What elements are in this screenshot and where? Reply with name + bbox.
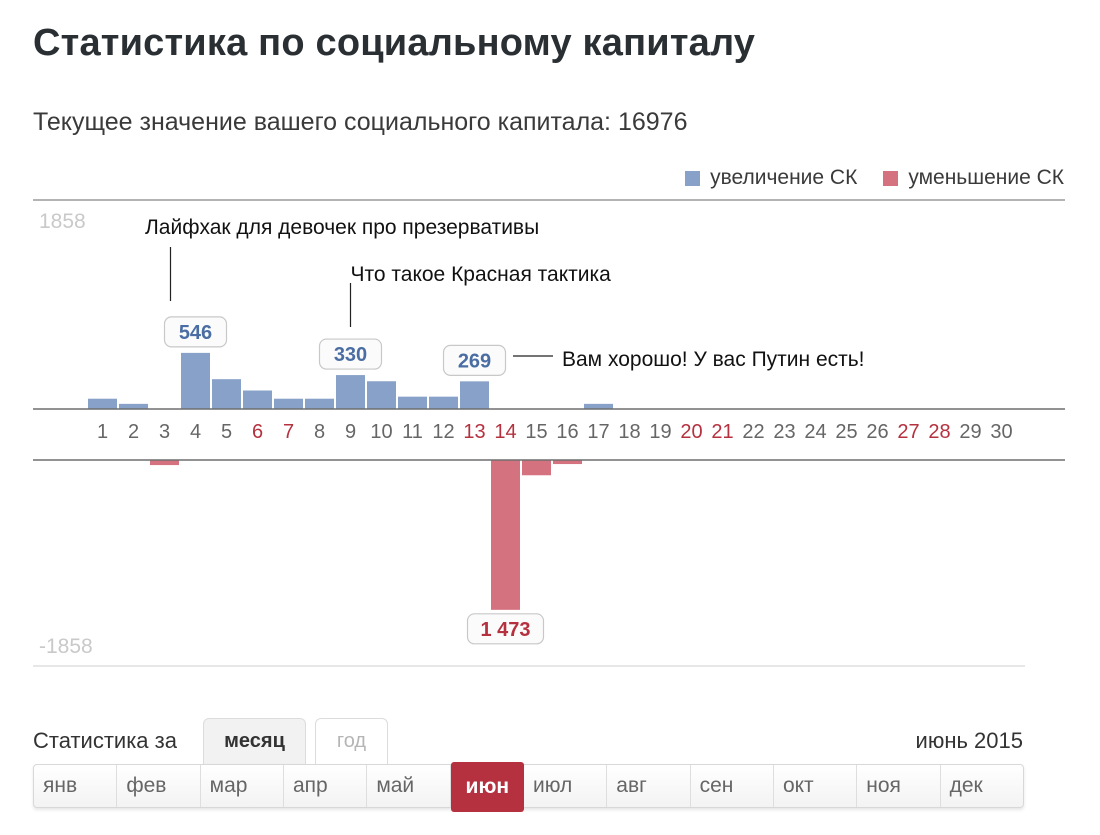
day-label-6: 6 bbox=[252, 421, 263, 443]
legend-decrease-swatch bbox=[883, 170, 899, 186]
day-label-25: 25 bbox=[835, 421, 857, 443]
day-label-23: 23 bbox=[773, 421, 795, 443]
y-max-label: 1858 bbox=[39, 210, 86, 233]
current-capital-label: Текущее значение вашего социального капи… bbox=[33, 108, 688, 136]
day-label-4: 4 bbox=[190, 421, 201, 443]
day-label-9: 9 bbox=[345, 421, 356, 443]
bar-increase-day-12 bbox=[429, 396, 458, 409]
day-label-1: 1 bbox=[97, 421, 108, 443]
bar-increase-day-2 bbox=[119, 403, 148, 409]
day-label-19: 19 bbox=[649, 421, 671, 443]
day-label-16: 16 bbox=[556, 421, 578, 443]
bar-increase-day-11 bbox=[398, 396, 427, 409]
day-label-12: 12 bbox=[432, 421, 454, 443]
bar-increase-day-4 bbox=[181, 352, 210, 409]
month-tab-1[interactable]: янв bbox=[34, 765, 118, 807]
value-bubble-day-14 bbox=[466, 613, 545, 645]
current-period: июнь 2015 bbox=[915, 728, 1023, 753]
bar-increase-day-10 bbox=[367, 381, 396, 409]
value-bubble-day-9 bbox=[318, 338, 383, 370]
value-label-day-14: 1 473 bbox=[480, 619, 530, 641]
day-label-10: 10 bbox=[370, 421, 392, 443]
value-bubble-day-4 bbox=[163, 316, 228, 348]
value-label-day-13: 269 bbox=[458, 350, 491, 372]
legend-increase: увеличение СК bbox=[685, 166, 857, 190]
annotation-day-4: Лайфхак для девочек про презервативы bbox=[145, 216, 539, 239]
day-label-2: 2 bbox=[128, 421, 139, 443]
month-tab-2[interactable]: фев bbox=[117, 765, 201, 807]
bar-increase-day-17 bbox=[584, 403, 613, 409]
month-tab-9[interactable]: сен bbox=[691, 765, 774, 807]
month-tab-5[interactable]: май bbox=[367, 765, 451, 807]
month-tab-12[interactable]: дек bbox=[949, 774, 983, 797]
annotation-day-9: Что такое Красная тактика bbox=[351, 263, 612, 286]
chart-legend: увеличение СК уменьшение СК bbox=[685, 166, 1064, 190]
bar-increase-day-7 bbox=[274, 398, 303, 409]
bar-decrease-day-16 bbox=[553, 460, 582, 465]
day-label-11: 11 bbox=[402, 421, 423, 443]
value-label-day-4: 546 bbox=[179, 322, 212, 344]
legend-decrease: уменьшение СК bbox=[883, 166, 1064, 190]
day-label-26: 26 bbox=[866, 421, 888, 443]
legend-increase-label: увеличение СК bbox=[710, 166, 858, 189]
month-tab-7[interactable]: июл bbox=[524, 765, 608, 807]
day-label-20: 20 bbox=[680, 421, 702, 443]
value-bubble-day-13 bbox=[442, 344, 507, 376]
day-label-14: 14 bbox=[494, 421, 516, 443]
day-label-22: 22 bbox=[742, 421, 764, 443]
day-label-15: 15 bbox=[525, 421, 547, 443]
day-label-18: 18 bbox=[618, 421, 640, 443]
month-tab-8[interactable]: авг bbox=[607, 765, 691, 807]
bar-decrease-day-15 bbox=[522, 460, 551, 476]
tab-month[interactable]: месяц bbox=[203, 718, 306, 764]
bar-increase-day-9 bbox=[336, 375, 365, 409]
bar-increase-day-6 bbox=[243, 390, 272, 409]
day-label-7: 7 bbox=[283, 421, 294, 443]
bar-increase-day-13 bbox=[460, 381, 489, 409]
month-selector: янв фев мар апр май июн июл авг сен окт ноя дек bbox=[33, 762, 1024, 812]
day-label-30: 30 bbox=[990, 421, 1012, 443]
day-label-17: 17 bbox=[587, 421, 609, 443]
day-label-29: 29 bbox=[959, 421, 981, 443]
y-min-label: -1858 bbox=[39, 635, 93, 658]
day-label-3: 3 bbox=[159, 421, 170, 443]
bar-decrease-day-14 bbox=[491, 460, 520, 610]
page-title: Статистика по социальному капиталу bbox=[33, 22, 756, 64]
month-tab-3[interactable]: мар bbox=[201, 765, 284, 807]
day-label-21: 21 bbox=[711, 421, 733, 443]
day-label-27: 27 bbox=[897, 421, 919, 443]
bar-increase-day-1 bbox=[88, 398, 117, 409]
month-tab-10[interactable]: окт bbox=[774, 765, 858, 807]
month-tab-6[interactable]: июн bbox=[450, 762, 524, 812]
period-label: Статистика за bbox=[33, 728, 177, 753]
tab-year[interactable]: год bbox=[315, 718, 388, 764]
day-label-28: 28 bbox=[928, 421, 950, 443]
bar-decrease-day-3 bbox=[150, 460, 179, 466]
legend-increase-swatch bbox=[685, 170, 701, 186]
legend-decrease-label: уменьшение СК bbox=[908, 166, 1064, 189]
annotation-day-13: Вам хорошо! У вас Путин есть! bbox=[562, 348, 865, 371]
day-label-8: 8 bbox=[314, 421, 325, 443]
month-tab-4[interactable]: апр bbox=[284, 765, 368, 807]
month-tab-11[interactable]: ноя bbox=[857, 765, 941, 807]
bar-increase-day-5 bbox=[212, 379, 241, 409]
value-label-day-9: 330 bbox=[334, 344, 367, 366]
day-label-5: 5 bbox=[221, 421, 232, 443]
day-label-13: 13 bbox=[463, 421, 485, 443]
bar-increase-day-8 bbox=[305, 398, 334, 409]
day-label-24: 24 bbox=[804, 421, 826, 443]
